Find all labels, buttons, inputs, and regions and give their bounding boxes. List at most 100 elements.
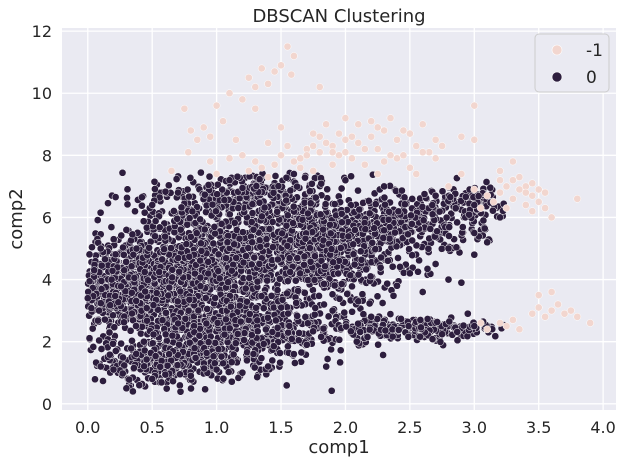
cluster-0-point — [394, 207, 403, 216]
cluster-0-point — [340, 308, 349, 317]
cluster-0-point — [445, 232, 453, 240]
cluster-0-point — [165, 350, 173, 359]
cluster-0-point — [414, 267, 422, 276]
cluster-0-point — [479, 216, 488, 225]
cluster-0-point — [162, 308, 170, 317]
cluster-0-point — [255, 198, 264, 207]
cluster-0-point — [209, 352, 218, 361]
chart-title: DBSCAN Clustering — [252, 6, 425, 27]
cluster-0-point — [336, 358, 344, 367]
noise-point — [264, 139, 272, 147]
cluster-0-point — [176, 370, 184, 379]
cluster-0-point — [187, 232, 195, 241]
cluster-0-point — [123, 194, 131, 202]
cluster-0-point — [267, 292, 276, 300]
cluster-0-point — [96, 299, 105, 308]
cluster-0-point — [445, 223, 454, 231]
cluster-0-point — [482, 178, 491, 186]
cluster-0-point — [242, 252, 250, 260]
cluster-0-point — [120, 318, 128, 327]
cluster-0-point — [217, 352, 226, 361]
cluster-0-point — [291, 276, 300, 285]
cluster-0-point — [155, 268, 164, 276]
cluster-0-point — [111, 193, 120, 201]
cluster-0-point — [225, 176, 234, 185]
noise-point — [167, 167, 176, 175]
cluster-0-point — [379, 351, 387, 359]
cluster-0-point — [303, 319, 312, 328]
cluster-0-point — [437, 244, 446, 253]
cluster-0-point — [130, 364, 138, 372]
cluster-0-point — [282, 196, 291, 205]
cluster-0-point — [128, 336, 136, 345]
cluster-0-point — [349, 240, 358, 249]
cluster-0-point — [253, 373, 262, 381]
cluster-0-point — [188, 207, 197, 216]
cluster-0-point — [205, 172, 214, 181]
cluster-0-point — [378, 299, 387, 307]
cluster-0-point — [117, 231, 126, 240]
y-tick-label: 6 — [42, 208, 52, 227]
cluster-0-point — [404, 332, 413, 341]
cluster-0-point — [285, 254, 294, 262]
noise-point — [367, 132, 376, 141]
noise-point — [251, 104, 260, 113]
noise-point — [470, 185, 479, 194]
noise-point — [521, 201, 530, 209]
noise-point — [515, 325, 524, 334]
cluster-0-point — [194, 306, 203, 315]
cluster-0-point — [239, 228, 247, 237]
cluster-0-point — [252, 182, 261, 190]
cluster-0-point — [202, 319, 211, 328]
cluster-0-point — [268, 356, 277, 365]
cluster-0-point — [140, 362, 148, 371]
cluster-0-point — [354, 319, 362, 328]
noise-point — [341, 114, 350, 122]
cluster-0-point — [311, 304, 320, 312]
cluster-0-point — [105, 328, 114, 337]
cluster-0-point — [304, 209, 312, 218]
cluster-0-point — [229, 350, 238, 359]
cluster-0-point — [400, 200, 409, 209]
cluster-0-point — [274, 182, 283, 190]
cluster-0-point — [158, 255, 167, 264]
cluster-0-point — [173, 297, 182, 306]
cluster-0-point — [371, 245, 380, 254]
cluster-0-point — [298, 215, 307, 224]
cluster-0-point — [230, 240, 239, 249]
cluster-0-point — [416, 316, 425, 324]
cluster-0-point — [380, 182, 388, 191]
cluster-0-point — [320, 280, 328, 288]
cluster-0-point — [426, 225, 435, 233]
cluster-0-point — [148, 375, 157, 383]
cluster-0-point — [117, 282, 125, 291]
cluster-0-point — [483, 238, 492, 247]
noise-point — [418, 148, 427, 157]
cluster-0-point — [96, 362, 105, 371]
cluster-0-point — [145, 243, 153, 252]
noise-point — [257, 163, 266, 172]
cluster-0-point — [253, 327, 262, 336]
cluster-0-point — [149, 301, 158, 309]
cluster-0-point — [262, 235, 271, 244]
cluster-0-point — [109, 311, 117, 320]
noise-point — [502, 182, 511, 191]
cluster-0-point — [273, 286, 282, 294]
cluster-0-point — [151, 352, 160, 360]
cluster-0-point — [243, 356, 251, 365]
cluster-0-point — [319, 225, 327, 234]
cluster-0-point — [356, 328, 365, 336]
cluster-0-point — [321, 200, 330, 209]
cluster-0-point — [224, 278, 232, 287]
noise-point — [341, 148, 350, 157]
cluster-0-point — [355, 205, 364, 214]
cluster-0-point — [211, 294, 220, 302]
cluster-0-point — [163, 361, 172, 370]
noise-point — [496, 167, 504, 175]
cluster-0-point — [327, 245, 336, 254]
noise-point — [431, 135, 440, 144]
legend-label-minus1: -1 — [586, 41, 603, 61]
cluster-0-point — [99, 377, 107, 385]
cluster-0-point — [320, 300, 328, 309]
